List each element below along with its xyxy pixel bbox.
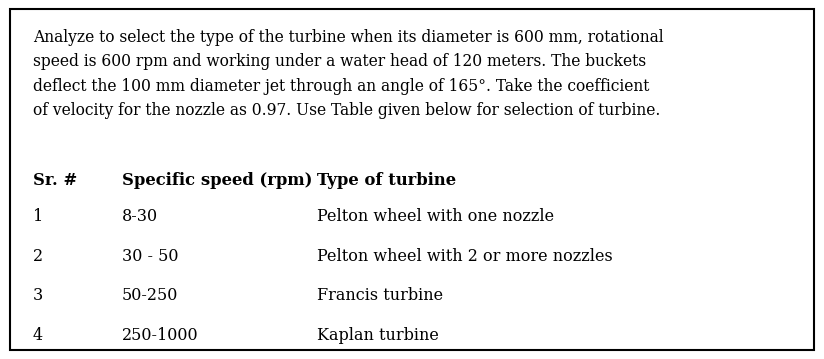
Text: 30 - 50: 30 - 50 bbox=[122, 248, 179, 265]
Text: Francis turbine: Francis turbine bbox=[317, 287, 443, 304]
Text: 250-1000: 250-1000 bbox=[122, 327, 199, 344]
Text: speed is 600 rpm and working under a water head of 120 meters. The buckets: speed is 600 rpm and working under a wat… bbox=[33, 53, 646, 70]
FancyBboxPatch shape bbox=[10, 9, 814, 350]
Text: Analyze to select the type of the turbine when its diameter is 600 mm, rotationa: Analyze to select the type of the turbin… bbox=[33, 29, 663, 46]
Text: 1: 1 bbox=[33, 208, 43, 225]
Text: Specific speed (rpm): Specific speed (rpm) bbox=[122, 172, 312, 189]
Text: Sr. #: Sr. # bbox=[33, 172, 77, 189]
Text: 4: 4 bbox=[33, 327, 43, 344]
Text: Kaplan turbine: Kaplan turbine bbox=[317, 327, 439, 344]
Text: Pelton wheel with one nozzle: Pelton wheel with one nozzle bbox=[317, 208, 555, 225]
Text: Type of turbine: Type of turbine bbox=[317, 172, 456, 189]
Text: 8-30: 8-30 bbox=[122, 208, 158, 225]
Text: Pelton wheel with 2 or more nozzles: Pelton wheel with 2 or more nozzles bbox=[317, 248, 613, 265]
Text: 2: 2 bbox=[33, 248, 43, 265]
Text: deflect the 100 mm diameter jet through an angle of 165°. Take the coefficient: deflect the 100 mm diameter jet through … bbox=[33, 78, 649, 94]
Text: 3: 3 bbox=[33, 287, 43, 304]
Text: 50-250: 50-250 bbox=[122, 287, 178, 304]
Text: of velocity for the nozzle as 0.97. Use Table given below for selection of turbi: of velocity for the nozzle as 0.97. Use … bbox=[33, 102, 660, 119]
